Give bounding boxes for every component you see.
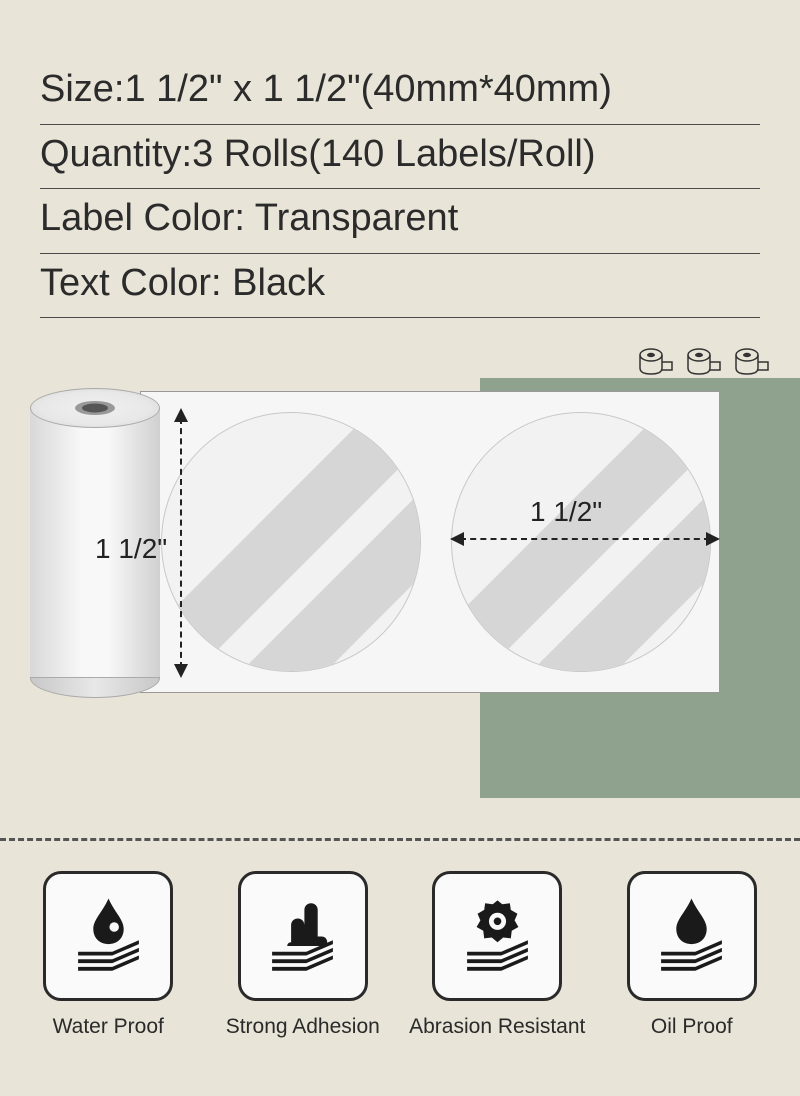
- spec-size: Size:1 1/2" x 1 1/2"(40mm*40mm): [40, 60, 760, 125]
- spec-textcolor-label: Text Color:: [40, 262, 232, 304]
- feature-oilproof-label: Oil Proof: [651, 1015, 733, 1039]
- arrow-right-icon: [706, 532, 720, 546]
- label-circle: [161, 412, 421, 672]
- dimension-vertical: [180, 418, 182, 668]
- label-strip: [140, 391, 720, 693]
- feature-waterproof: Water Proof: [20, 871, 197, 1039]
- mini-roll-icon: [638, 348, 674, 378]
- dimension-horizontal: [460, 538, 710, 540]
- feature-abrasion-label: Abrasion Resistant: [409, 1015, 585, 1039]
- spec-quantity: Quantity:3 Rolls(140 Labels/Roll): [40, 125, 760, 190]
- dimension-line-icon: [180, 418, 182, 668]
- abrasion-icon: [432, 871, 562, 1001]
- mini-rolls: [638, 348, 770, 378]
- spec-size-value: 1 1/2" x 1 1/2"(40mm*40mm): [124, 68, 611, 110]
- spec-size-label: Size:: [40, 68, 124, 110]
- dimension-vertical-label: 1 1/2": [95, 533, 167, 565]
- mini-roll-icon: [734, 348, 770, 378]
- oilproof-icon: [627, 871, 757, 1001]
- waterproof-icon: [43, 871, 173, 1001]
- roll-top-icon: [30, 388, 160, 428]
- dimension-line-icon: [460, 538, 710, 540]
- spec-quantity-value: 3 Rolls(140 Labels/Roll): [192, 133, 595, 175]
- spec-textcolor-value: Black: [232, 262, 325, 304]
- feature-abrasion: Abrasion Resistant: [409, 871, 586, 1039]
- product-diagram: 1 1/2" 1 1/2": [0, 338, 800, 818]
- dimension-horizontal-label: 1 1/2": [530, 496, 602, 528]
- feature-waterproof-label: Water Proof: [53, 1015, 164, 1039]
- spec-quantity-label: Quantity:: [40, 133, 192, 175]
- roll-hole-icon: [75, 401, 115, 415]
- spec-labelcolor-label: Label Color:: [40, 197, 255, 239]
- specs-section: Size:1 1/2" x 1 1/2"(40mm*40mm) Quantity…: [0, 0, 800, 338]
- label-circle: [451, 412, 711, 672]
- adhesion-icon: [238, 871, 368, 1001]
- feature-adhesion: Strong Adhesion: [215, 871, 392, 1039]
- arrow-down-icon: [174, 664, 188, 678]
- features-row: Water Proof Strong Adhesion: [0, 851, 800, 1039]
- feature-adhesion-label: Strong Adhesion: [226, 1015, 380, 1039]
- spec-text-color: Text Color: Black: [40, 254, 760, 319]
- mini-roll-icon: [686, 348, 722, 378]
- dashed-separator: [0, 838, 800, 841]
- spec-labelcolor-value: Transparent: [255, 197, 458, 239]
- feature-oilproof: Oil Proof: [604, 871, 781, 1039]
- spec-label-color: Label Color: Transparent: [40, 189, 760, 254]
